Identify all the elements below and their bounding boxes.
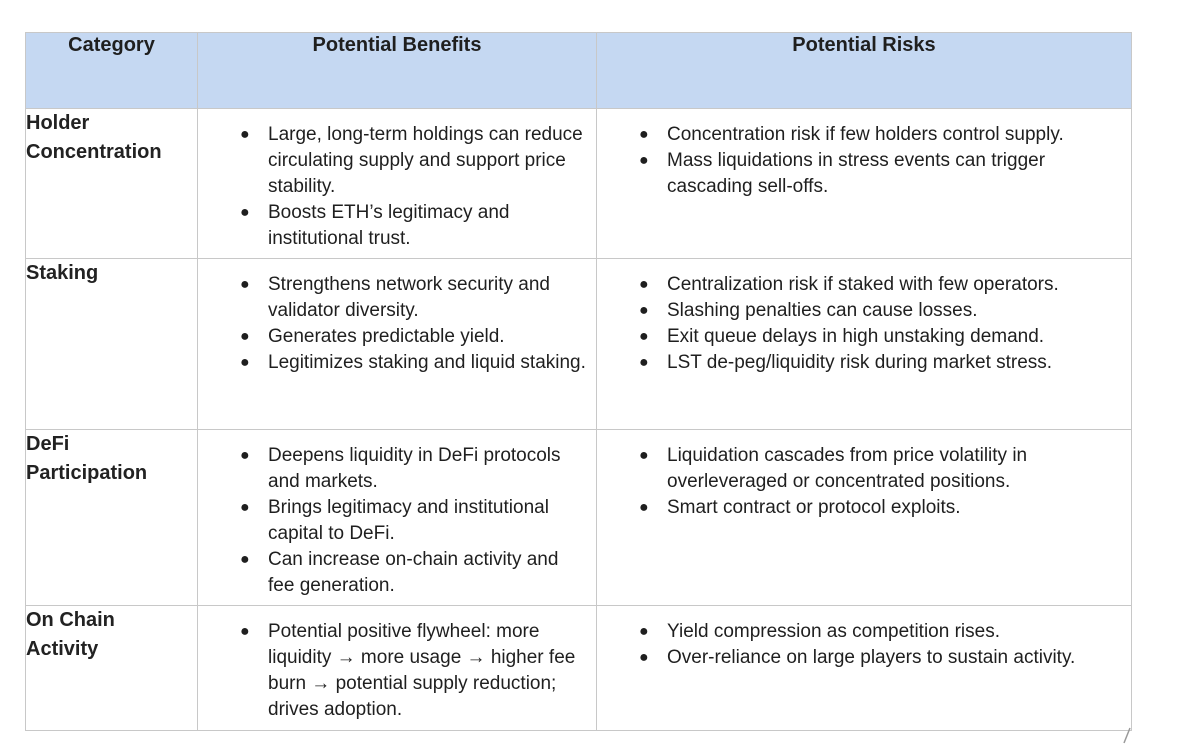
bullet-icon: ● bbox=[639, 623, 649, 640]
list-item-text: Exit queue delays in high unstaking dema… bbox=[667, 326, 1045, 347]
category-line: DeFi bbox=[26, 433, 70, 455]
list-item-text: Liquidation cascades from price volatili… bbox=[667, 445, 1028, 492]
list-item: ● Generates predictable yield. bbox=[198, 324, 588, 350]
list-item-text: Boosts ETH’s legitimacy and institutiona… bbox=[268, 202, 510, 249]
category-line: Participation bbox=[26, 462, 148, 484]
category-cell: On Chain Activity bbox=[25, 605, 198, 731]
benefits-risks-table: Category Potential Benefits Potential Ri… bbox=[25, 32, 1132, 731]
list-item: ● Over-reliance on large players to susta… bbox=[597, 645, 1123, 671]
list-item: ● Centralization risk if staked with few … bbox=[597, 272, 1123, 298]
table-row-on-chain-activity: On Chain Activity ● Potential positive fl… bbox=[25, 605, 1132, 731]
list-item: ● Deepens liquidity in DeFi protocols and… bbox=[198, 443, 588, 495]
list-item-text: Generates predictable yield. bbox=[268, 326, 505, 347]
category-cell: Holder Concentration bbox=[25, 108, 198, 259]
list-item-text: Over-reliance on large players to sustai… bbox=[667, 647, 1076, 668]
benefits-list: ● Potential positive flywheel: more liqui… bbox=[198, 606, 596, 723]
category-line: Concentration bbox=[26, 141, 162, 163]
risks-cell: ● Centralization risk if staked with few … bbox=[596, 258, 1132, 430]
risks-list: ● Liquidation cascades from price volatil… bbox=[597, 430, 1131, 521]
list-item: ● Yield compression as competition rises. bbox=[597, 619, 1123, 645]
bullet-icon: ● bbox=[240, 276, 250, 293]
category-line: On Chain bbox=[26, 609, 115, 631]
risks-list: ● Concentration risk if few holders contr… bbox=[597, 109, 1131, 200]
list-item-text: Centralization risk if staked with few o… bbox=[667, 274, 1059, 295]
bullet-icon: ● bbox=[639, 499, 649, 516]
header-benefits: Potential Benefits bbox=[197, 32, 597, 109]
bullet-icon: ● bbox=[639, 354, 649, 371]
resize-handle-icon[interactable] bbox=[1122, 725, 1132, 745]
bullet-icon: ● bbox=[240, 328, 250, 345]
bullet-icon: ● bbox=[639, 649, 649, 666]
list-item: ● Slashing penalties can cause losses. bbox=[597, 298, 1123, 324]
category-line: Activity bbox=[26, 638, 99, 660]
table-row-staking: Staking ● Strengthens network security an… bbox=[25, 258, 1132, 430]
bullet-icon: ● bbox=[240, 354, 250, 371]
list-item-text: Brings legitimacy and institutional capi… bbox=[268, 497, 549, 544]
bullet-icon: ● bbox=[240, 204, 250, 221]
list-item-text: Potential positive flywheel: more liquid… bbox=[268, 621, 576, 720]
risks-cell: ● Concentration risk if few holders contr… bbox=[596, 108, 1132, 259]
list-item: ● Potential positive flywheel: more liqui… bbox=[198, 619, 588, 723]
category-line: Staking bbox=[26, 262, 99, 284]
bullet-icon: ● bbox=[240, 623, 250, 640]
list-item: ● Large, long-term holdings can reduce ci… bbox=[198, 122, 588, 200]
category-cell: Staking bbox=[25, 258, 198, 430]
benefits-list: ● Deepens liquidity in DeFi protocols and… bbox=[198, 430, 596, 599]
list-item: ● Boosts ETH’s legitimacy and institution… bbox=[198, 200, 588, 252]
bullet-icon: ● bbox=[240, 499, 250, 516]
table-row-defi-participation: DeFi Participation ● Deepens liquidity in… bbox=[25, 429, 1132, 606]
benefits-cell: ● Potential positive flywheel: more liqui… bbox=[197, 605, 597, 731]
benefits-cell: ● Strengthens network security and valida… bbox=[197, 258, 597, 430]
header-row: Category Potential Benefits Potential Ri… bbox=[25, 32, 1132, 109]
list-item-text: Mass liquidations in stress events can t… bbox=[667, 150, 1046, 197]
list-item-text: Smart contract or protocol exploits. bbox=[667, 497, 961, 518]
bullet-icon: ● bbox=[240, 126, 250, 143]
risks-cell: ● Yield compression as competition rises.… bbox=[596, 605, 1132, 731]
benefits-cell: ● Deepens liquidity in DeFi protocols and… bbox=[197, 429, 597, 606]
category-cell: DeFi Participation bbox=[25, 429, 198, 606]
risks-list: ● Yield compression as competition rises.… bbox=[597, 606, 1131, 671]
benefits-cell: ● Large, long-term holdings can reduce ci… bbox=[197, 108, 597, 259]
table-header: Category Potential Benefits Potential Ri… bbox=[25, 32, 1132, 109]
list-item: ● Exit queue delays in high unstaking dem… bbox=[597, 324, 1123, 350]
list-item: ● Brings legitimacy and institutional cap… bbox=[198, 495, 588, 547]
bullet-icon: ● bbox=[639, 152, 649, 169]
list-item-text: Slashing penalties can cause losses. bbox=[667, 300, 978, 321]
table-body: Holder Concentration ● Large, long-term h… bbox=[25, 108, 1132, 731]
header-category: Category bbox=[25, 32, 198, 109]
bullet-icon: ● bbox=[240, 447, 250, 464]
list-item: ● LST de-peg/liquidity risk during market… bbox=[597, 350, 1123, 376]
table-row-holder-concentration: Holder Concentration ● Large, long-term h… bbox=[25, 108, 1132, 259]
list-item-text: Can increase on-chain activity and fee g… bbox=[268, 549, 559, 596]
bullet-icon: ● bbox=[639, 328, 649, 345]
bullet-icon: ● bbox=[639, 276, 649, 293]
category-line: Holder bbox=[26, 112, 90, 134]
list-item: ● Legitimizes staking and liquid staking. bbox=[198, 350, 588, 376]
list-item: ● Mass liquidations in stress events can … bbox=[597, 148, 1123, 200]
list-item-text: Yield compression as competition rises. bbox=[667, 621, 1000, 642]
benefits-list: ● Strengthens network security and valida… bbox=[198, 259, 596, 376]
list-item-text: LST de-peg/liquidity risk during market … bbox=[667, 352, 1053, 373]
list-item-text: Concentration risk if few holders contro… bbox=[667, 124, 1064, 145]
bullet-icon: ● bbox=[240, 551, 250, 568]
list-item-text: Deepens liquidity in DeFi protocols and … bbox=[268, 445, 561, 492]
risks-cell: ● Liquidation cascades from price volatil… bbox=[596, 429, 1132, 606]
list-item: ● Smart contract or protocol exploits. bbox=[597, 495, 1123, 521]
list-item-text: Legitimizes staking and liquid staking. bbox=[268, 352, 586, 373]
bullet-icon: ● bbox=[639, 126, 649, 143]
list-item: ● Can increase on-chain activity and fee … bbox=[198, 547, 588, 599]
benefits-list: ● Large, long-term holdings can reduce ci… bbox=[198, 109, 596, 252]
risks-list: ● Centralization risk if staked with few … bbox=[597, 259, 1131, 376]
list-item: ● Concentration risk if few holders contr… bbox=[597, 122, 1123, 148]
bullet-icon: ● bbox=[639, 302, 649, 319]
list-item: ● Liquidation cascades from price volatil… bbox=[597, 443, 1123, 495]
list-item-text: Large, long-term holdings can reduce cir… bbox=[268, 124, 583, 197]
bullet-icon: ● bbox=[639, 447, 649, 464]
list-item: ● Strengthens network security and valida… bbox=[198, 272, 588, 324]
header-risks: Potential Risks bbox=[596, 32, 1132, 109]
list-item-text: Strengthens network security and validat… bbox=[268, 274, 550, 321]
